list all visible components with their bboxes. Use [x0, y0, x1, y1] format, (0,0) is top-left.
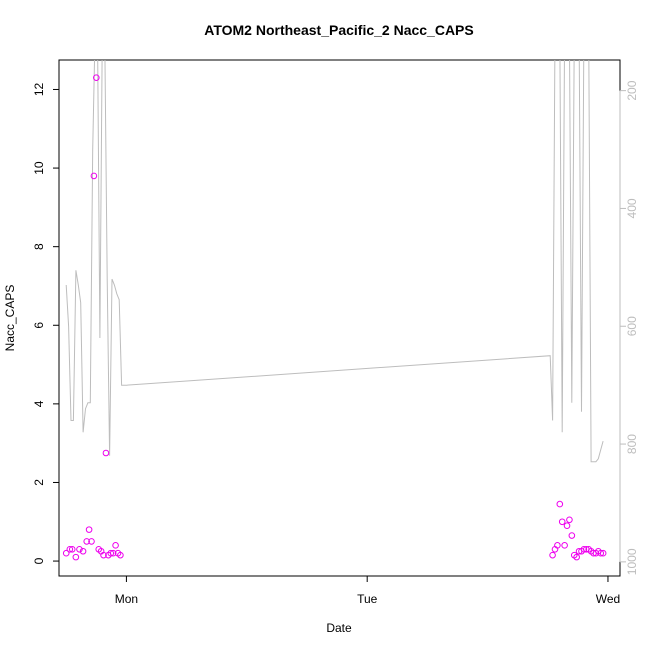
data-point	[561, 542, 568, 549]
data-point	[112, 542, 119, 549]
data-point	[597, 549, 605, 557]
bottom-axis-tick-label: Mon	[115, 592, 138, 606]
left-axis-tick-label: 2	[32, 479, 46, 486]
data-point	[93, 74, 100, 81]
right-axis-tick-label: 1000	[625, 548, 639, 575]
data-point	[568, 532, 576, 539]
point-series	[62, 74, 607, 561]
data-point	[107, 549, 115, 557]
data-point	[556, 500, 564, 508]
left-axis-tick-label: 0	[32, 557, 46, 564]
data-point	[109, 549, 117, 557]
left-axis: 0 2 4 6 8 10 12	[32, 82, 60, 564]
data-point	[90, 172, 98, 180]
data-point	[79, 547, 87, 555]
chart-title: ATOM2 Northeast_Pacific_2 Nacc_CAPS	[204, 22, 473, 38]
data-point	[549, 551, 556, 559]
line-series	[65, 60, 604, 463]
right-axis-tick-label: 800	[625, 434, 639, 454]
data-point	[68, 545, 76, 553]
data-point	[563, 522, 571, 529]
data-point	[117, 551, 124, 559]
bottom-axis-tick-label: Tue	[357, 592, 378, 606]
line-series-path	[65, 60, 604, 463]
left-axis-tick-label: 8	[32, 243, 46, 250]
left-axis-tick-label: 4	[32, 400, 46, 407]
data-point	[62, 549, 70, 557]
right-axis-tick-label: 400	[625, 198, 639, 218]
right-axis: 200 400 600 800 1000	[619, 80, 639, 575]
data-point	[566, 516, 573, 524]
data-point	[76, 545, 83, 553]
left-axis-tick-label: 12	[32, 82, 46, 96]
data-point	[580, 545, 588, 553]
left-axis-tick-label: 6	[32, 322, 46, 329]
data-point	[102, 449, 110, 457]
data-point	[599, 549, 607, 557]
data-point	[558, 518, 566, 526]
plot-area	[58, 59, 621, 577]
data-point	[72, 553, 80, 561]
data-point	[88, 538, 95, 545]
data-point	[66, 545, 74, 553]
bottom-axis-tick-label: Wed	[596, 592, 620, 606]
data-point	[100, 551, 107, 559]
right-axis-tick-label: 200	[625, 80, 639, 100]
x-axis-label: Date	[326, 621, 352, 635]
data-point	[554, 542, 561, 549]
left-axis-tick-label: 10	[32, 161, 46, 175]
y-axis-label: Nacc_CAPS	[3, 285, 17, 352]
data-point	[573, 553, 580, 561]
right-axis-tick-label: 600	[625, 316, 639, 336]
bottom-axis: Mon Tue Wed	[115, 575, 620, 606]
data-point	[83, 538, 90, 545]
data-point	[85, 526, 93, 533]
